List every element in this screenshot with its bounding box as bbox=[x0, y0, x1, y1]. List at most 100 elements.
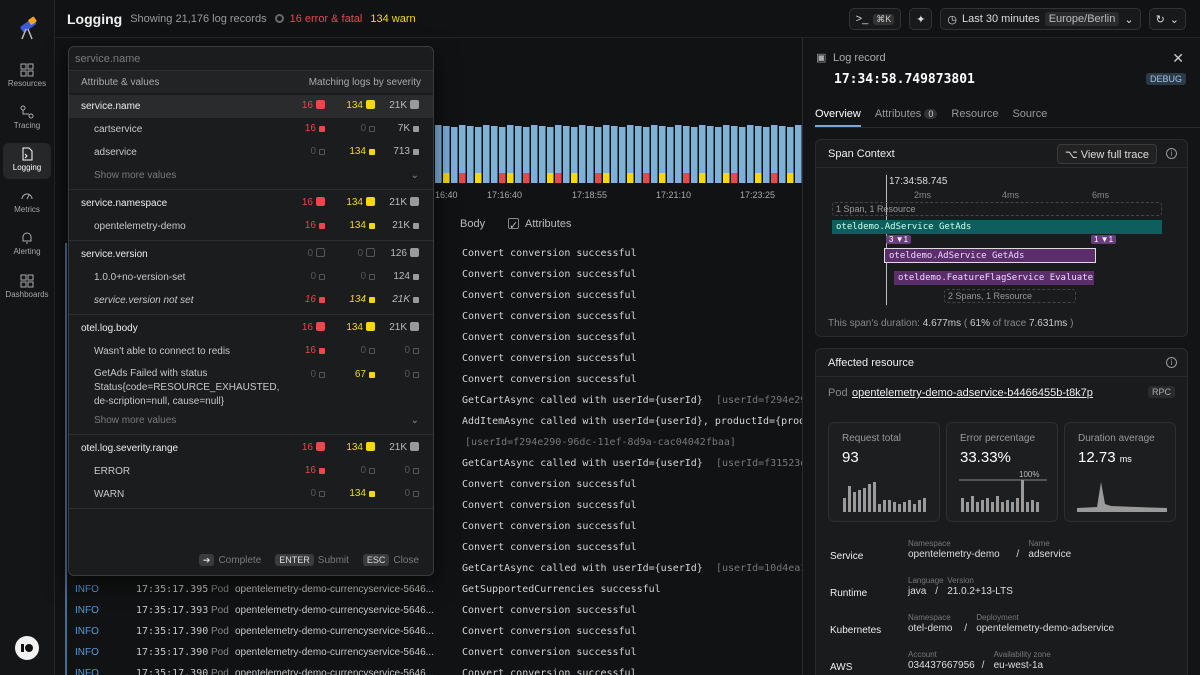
refresh-button[interactable]: ↻ ⌄ bbox=[1148, 8, 1186, 30]
histogram-bar[interactable] bbox=[435, 125, 442, 183]
attribute-value-row[interactable]: ERROR 16 0 0 bbox=[69, 460, 433, 483]
log-histogram[interactable] bbox=[435, 123, 802, 188]
log-row[interactable]: [userId=f294e290-96dc-11ef-8d9a-cac04042… bbox=[55, 432, 802, 453]
telescope-button[interactable]: ✦ bbox=[909, 8, 933, 30]
pod-link[interactable]: opentelemetry-demo-adservice-b4466455b-t… bbox=[852, 387, 1093, 399]
summary-bottom[interactable]: 2 Spans, 1 Resource bbox=[944, 289, 1076, 303]
histogram-bar[interactable] bbox=[739, 127, 746, 183]
histogram-bar[interactable] bbox=[499, 127, 506, 183]
kpi-request-total[interactable]: Request total 93 bbox=[828, 422, 940, 522]
histogram-bar[interactable] bbox=[539, 126, 546, 183]
histogram-bar[interactable] bbox=[459, 125, 466, 183]
histogram-bar[interactable] bbox=[443, 126, 450, 183]
histogram-bar[interactable] bbox=[475, 127, 482, 183]
summary-top[interactable]: 1 Span, 1 Resource bbox=[832, 202, 1162, 216]
nav-dashboards[interactable]: Dashboards bbox=[3, 270, 51, 306]
histogram-bar[interactable] bbox=[707, 126, 714, 183]
complete-hint[interactable]: ➔ Complete bbox=[198, 553, 261, 566]
log-row[interactable]: Convert conversion successful bbox=[55, 369, 802, 390]
tab-overview[interactable]: Overview bbox=[815, 108, 861, 127]
telescope-logo-icon[interactable] bbox=[14, 13, 42, 41]
histogram-bar[interactable] bbox=[715, 127, 722, 183]
histogram-bar[interactable] bbox=[731, 126, 738, 183]
info-icon[interactable]: i bbox=[1166, 148, 1177, 159]
log-row[interactable]: Convert conversion successful bbox=[55, 327, 802, 348]
attribute-value-row[interactable]: service.version not set 16 134 21K bbox=[69, 289, 433, 312]
attribute-value-row[interactable]: adservice 0 134 713 bbox=[69, 141, 433, 164]
log-row[interactable]: GetCartAsync called with userId={userId}… bbox=[55, 558, 802, 579]
info-icon[interactable]: i bbox=[1166, 357, 1177, 368]
histogram-bar[interactable] bbox=[779, 126, 786, 183]
histogram-bar[interactable] bbox=[771, 125, 778, 183]
histogram-bar[interactable] bbox=[699, 125, 706, 183]
log-row[interactable]: Convert conversion successful bbox=[55, 474, 802, 495]
log-row[interactable]: Convert conversion successful bbox=[55, 537, 802, 558]
log-row[interactable]: GetCartAsync called with userId={userId}… bbox=[55, 390, 802, 411]
histogram-bar[interactable] bbox=[619, 127, 626, 183]
log-row[interactable]: INFO 17:35:17.390 Pod opentelemetry-demo-cu… bbox=[55, 663, 802, 675]
submit-hint[interactable]: ENTER Submit bbox=[275, 553, 349, 566]
time-range-picker[interactable]: ◷ Last 30 minutes Europe/Berlin ⌄ bbox=[940, 8, 1141, 30]
histogram-bar[interactable] bbox=[587, 126, 594, 183]
column-body[interactable]: Body bbox=[460, 218, 486, 230]
span-badge-right[interactable]: 1 ▼1 bbox=[1091, 235, 1117, 244]
kpi-error-percentage[interactable]: Error percentage 33.33% 100% bbox=[946, 422, 1058, 522]
histogram-bar[interactable] bbox=[635, 126, 642, 183]
histogram-bar[interactable] bbox=[571, 127, 578, 183]
histogram-bar[interactable] bbox=[667, 127, 674, 183]
close-hint[interactable]: ESC Close bbox=[362, 553, 419, 566]
span-bar-root[interactable]: otel​demo.AdService GetAds bbox=[832, 220, 1162, 234]
dash0-logo-icon[interactable] bbox=[15, 636, 39, 660]
histogram-bar[interactable] bbox=[555, 125, 562, 183]
attribute-value-row[interactable]: opentelemetry-demo 16 134 21K bbox=[69, 215, 433, 238]
checkbox-icon[interactable]: ✓ bbox=[508, 218, 519, 232]
command-button[interactable]: >_ ⌘K bbox=[848, 8, 902, 30]
histogram-bar[interactable] bbox=[523, 127, 530, 183]
span-bar-selected[interactable]: oteldemo.AdService GetAds bbox=[884, 248, 1096, 263]
attribute-value-row[interactable]: Wasn't able to connect to redis 16 0 0 bbox=[69, 340, 433, 363]
show-more-values[interactable]: Show more values ⌄ bbox=[69, 164, 433, 187]
histogram-bar[interactable] bbox=[723, 125, 730, 183]
view-full-trace-button[interactable]: ⌥ View full trace bbox=[1056, 144, 1157, 164]
histogram-bar[interactable] bbox=[787, 127, 794, 183]
histogram-bar[interactable] bbox=[491, 126, 498, 183]
histogram-bar[interactable] bbox=[675, 125, 682, 183]
tab-source[interactable]: Source bbox=[1012, 108, 1048, 120]
attribute-key-row[interactable]: otel.log.severity.range 16 134 21K bbox=[69, 437, 433, 460]
histogram-bar[interactable] bbox=[691, 127, 698, 183]
histogram-bar[interactable] bbox=[451, 127, 458, 183]
log-row[interactable]: Convert conversion successful bbox=[55, 306, 802, 327]
histogram-bar[interactable] bbox=[795, 125, 802, 183]
nav-logging[interactable]: Logging bbox=[3, 143, 51, 179]
nav-alerting[interactable]: Alerting bbox=[3, 227, 51, 263]
span-badge-left[interactable]: 3 ▼1 bbox=[886, 235, 912, 244]
histogram-bar[interactable] bbox=[747, 125, 754, 183]
attribute-key-row[interactable]: service.name 16 134 21K bbox=[69, 95, 433, 118]
histogram-bar[interactable] bbox=[651, 125, 658, 183]
tab-resource[interactable]: Resource bbox=[951, 108, 999, 120]
log-row[interactable]: AddItemAsync called with userId={userId}… bbox=[55, 411, 802, 432]
histogram-bar[interactable] bbox=[683, 126, 690, 183]
attribute-key-row[interactable]: otel.log.body 16 134 21K bbox=[69, 317, 433, 340]
attribute-key-row[interactable]: service.version 0 0 126 bbox=[69, 243, 433, 266]
tab-attributes[interactable]: Attributes 0 bbox=[875, 108, 938, 127]
warn-count[interactable]: 134 warn bbox=[370, 12, 416, 25]
log-row[interactable]: INFO 17:35:17.390 Pod opentelemetry-demo-cu… bbox=[55, 621, 802, 642]
histogram-bar[interactable] bbox=[579, 125, 586, 183]
histogram-bar[interactable] bbox=[507, 125, 514, 183]
close-icon[interactable]: ✕ bbox=[1172, 50, 1184, 66]
log-row[interactable]: Convert conversion successful bbox=[55, 348, 802, 369]
column-attributes[interactable]: ✓ Attributes bbox=[508, 218, 571, 232]
histogram-bar[interactable] bbox=[595, 127, 602, 183]
histogram-bar[interactable] bbox=[627, 125, 634, 183]
log-row[interactable]: INFO 17:35:17.390 Pod opentelemetry-demo-cu… bbox=[55, 642, 802, 663]
kpi-duration-average[interactable]: Duration average 12.73 ms bbox=[1064, 422, 1176, 522]
filter-input[interactable]: service.name bbox=[69, 47, 433, 71]
histogram-bar[interactable] bbox=[547, 127, 554, 183]
span-bar-child[interactable]: oteldemo.FeatureFlagService EvaluatePr bbox=[894, 271, 1094, 285]
histogram-bar[interactable] bbox=[659, 126, 666, 183]
attribute-key-row[interactable]: service.namespace 16 134 21K bbox=[69, 192, 433, 215]
attribute-value-row[interactable]: GetAds Failed with status Status{code=RE… bbox=[69, 363, 433, 409]
histogram-bar[interactable] bbox=[603, 125, 610, 183]
log-row[interactable]: INFO 17:35:17.393 Pod opentelemetry-demo-cu… bbox=[55, 600, 802, 621]
